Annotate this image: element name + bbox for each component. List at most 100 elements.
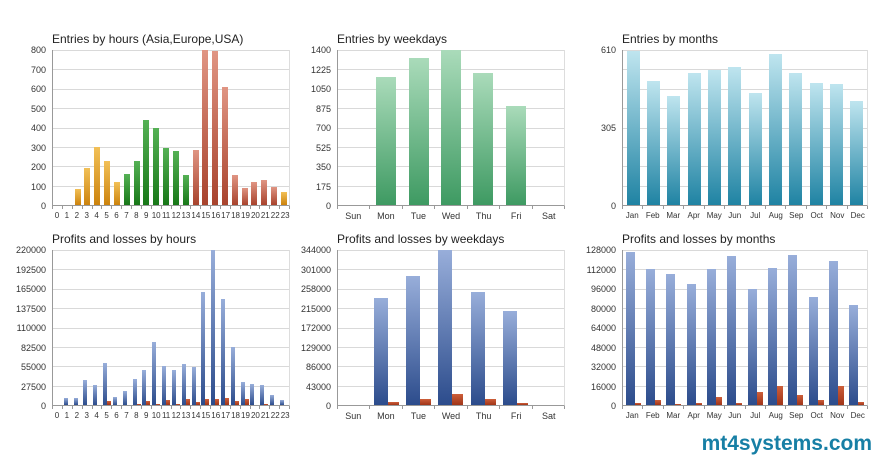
x-tick-label: Apr <box>687 211 700 220</box>
bar-slot <box>765 250 785 405</box>
bar-slot <box>279 50 289 205</box>
bar-slot <box>704 250 724 405</box>
y-tick-label: 0 <box>40 201 46 211</box>
x-axis: 0 1 2 3 4 5 6 7 8 9 10 11 12 13 14 15 16 17 18 19 20 21 22 23 <box>52 211 290 222</box>
gridline <box>623 166 867 168</box>
loss-bar <box>215 399 220 405</box>
x-tick-label: May <box>706 411 722 420</box>
y-tick-label: 875 <box>315 103 331 114</box>
bars-layer <box>338 50 564 205</box>
axis-tick <box>848 406 869 409</box>
x-tick-label: 1 <box>64 411 70 420</box>
entries-bar <box>505 106 526 205</box>
y-tick-label: 82500 <box>20 342 46 353</box>
loss-bar <box>858 401 865 405</box>
loss-bar <box>244 399 249 405</box>
axis-tick <box>181 206 192 209</box>
x-tick-label: Sun <box>345 411 362 421</box>
axis-tick <box>746 206 766 209</box>
bar-slot <box>725 250 745 405</box>
axis-tick <box>270 406 281 409</box>
profit-bar <box>191 366 196 405</box>
profit-bar <box>73 397 78 405</box>
bar-slot <box>63 50 73 205</box>
y-tick-label: 0 <box>610 401 616 411</box>
x-tick-label: Feb <box>645 411 660 420</box>
profit-bar <box>270 395 275 405</box>
profit-bar <box>373 297 388 405</box>
bar-slot <box>664 50 684 205</box>
y-tick-label: 344000 <box>300 245 331 255</box>
loss-bar <box>715 396 722 405</box>
axis-tick <box>251 406 261 409</box>
y-tick-label: 0 <box>325 401 331 411</box>
axis-tick <box>684 406 705 409</box>
x-tick-label: May <box>706 211 722 220</box>
loss-bar <box>695 403 702 405</box>
bar-slot <box>435 50 467 205</box>
x-tick-label: 17 <box>221 411 231 420</box>
gridline <box>623 50 867 51</box>
gridline <box>53 50 289 51</box>
loss-bar <box>420 398 432 405</box>
y-axis: 0 27500 55000 82500 110000 137500 165000 192500… <box>8 245 48 411</box>
gridline <box>53 346 289 348</box>
entries-bar <box>172 150 179 205</box>
x-tick-label: Feb <box>645 211 660 220</box>
axis-tick <box>201 206 211 209</box>
entries-bar <box>251 181 258 205</box>
profit-bar <box>686 283 696 405</box>
entries-bar <box>440 50 461 205</box>
axis-tick <box>221 206 231 209</box>
y-axis: 0 100 200 300 400 500 600 700 800 <box>8 45 48 211</box>
x-tick-label: 10 <box>151 211 161 220</box>
entries-bar <box>133 161 140 205</box>
bar-slot <box>112 50 122 205</box>
chart-entries-by-hours: Entries by hours (Asia,Europe,USA) 0 100 2… <box>8 28 290 220</box>
gridline <box>53 288 289 290</box>
axis-tick <box>231 406 241 409</box>
profit-bar <box>122 390 127 405</box>
bar-slot <box>725 50 745 205</box>
x-tick-label: 9 <box>144 211 149 220</box>
profit-bar <box>706 269 716 405</box>
gridline <box>53 269 289 271</box>
axis-tick <box>533 206 565 209</box>
gridline <box>53 185 289 187</box>
x-tick-label: 18 <box>231 211 240 220</box>
profit-bar <box>438 250 453 405</box>
bar-slot <box>786 50 806 205</box>
profit-bar <box>201 291 206 405</box>
profit-bar <box>93 385 98 405</box>
y-tick-label: 137500 <box>15 303 46 314</box>
y-tick-label: 700 <box>30 64 46 75</box>
loss-bar <box>776 385 783 405</box>
x-tick-label: 18 <box>231 411 240 420</box>
gridline <box>623 385 867 387</box>
loss-bar <box>234 401 239 405</box>
gridline <box>623 269 867 271</box>
x-tick-label: 21 <box>260 211 270 220</box>
axis-tick <box>122 206 132 209</box>
bar-slot <box>92 50 102 205</box>
axis-tick <box>280 206 290 209</box>
x-axis-ticks <box>337 406 565 409</box>
profit-bar <box>63 397 68 405</box>
loss-bar <box>736 402 743 405</box>
bar-slot <box>161 250 171 405</box>
bar-slot <box>151 250 161 405</box>
bar-slot <box>532 250 564 405</box>
bars-layer <box>53 50 289 205</box>
entries-bar <box>707 70 721 205</box>
x-tick-label: 14 <box>191 211 201 220</box>
x-tick-label: Sat <box>542 411 556 421</box>
gridline <box>623 108 867 110</box>
axis-tick <box>664 206 685 209</box>
entries-bar <box>143 119 150 205</box>
axis-tick <box>102 406 113 409</box>
y-tick-label: 800 <box>30 45 46 55</box>
x-tick-label: Dec <box>850 211 865 220</box>
chart-entries-by-months: Entries by months 0 305 610 Jan Feb Mar Apr Ma… <box>578 28 869 220</box>
axis-tick <box>172 406 182 409</box>
y-tick-label: 200 <box>30 162 46 172</box>
